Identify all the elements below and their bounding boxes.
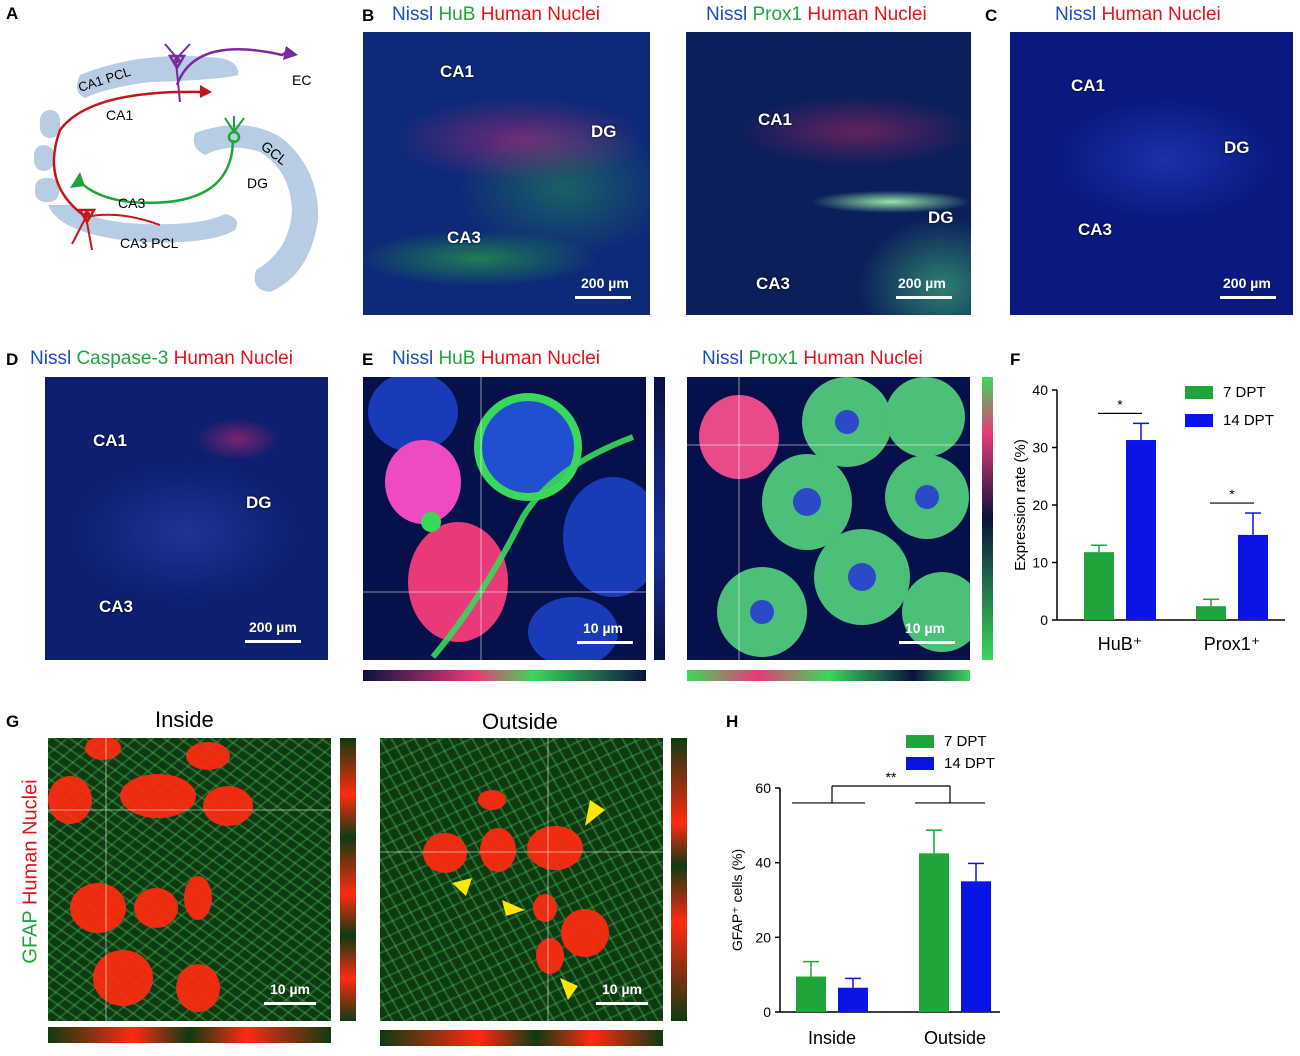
gfap-nuclei-side-label: GFAP Human Nuclei bbox=[19, 779, 42, 964]
category-label: HuB⁺ bbox=[1098, 634, 1143, 654]
ca3-pcl-layer bbox=[48, 205, 238, 243]
panel-label-a: A bbox=[6, 4, 19, 23]
bar-chart-f: 0 10 20 30 40 Expression rate (%) HuB⁺ Prox1⁺ 7 … bbox=[1012, 382, 1285, 654]
bar bbox=[1084, 552, 1114, 620]
bar bbox=[919, 853, 949, 1012]
y-tick-label: 20 bbox=[1032, 497, 1048, 513]
y-axis-label: Expression rate (%) bbox=[1012, 439, 1029, 571]
legend-swatch bbox=[1185, 386, 1213, 399]
ca1-pcl-layer bbox=[76, 56, 239, 98]
channel-legend-e-left: Nissl HuB Human Nuclei bbox=[392, 348, 601, 369]
channel-legend-c: Nissl Human Nuclei bbox=[1055, 4, 1221, 25]
legend-label: 7 DPT bbox=[1223, 384, 1266, 401]
title-outside: Outside bbox=[482, 709, 558, 734]
mossy-fiber bbox=[77, 139, 235, 205]
category-label: Outside bbox=[924, 1028, 986, 1048]
diagram-label: CA1 bbox=[106, 107, 133, 123]
panel-label-h: H bbox=[726, 712, 739, 731]
ca1-pcl-segment bbox=[40, 110, 60, 138]
panel-label-d: D bbox=[6, 350, 19, 369]
bar bbox=[961, 881, 991, 1012]
channel-legend-b-right: Nissl Prox1 Human Nuclei bbox=[706, 4, 927, 25]
orthogonal-view-g-inside-bottom bbox=[48, 1027, 331, 1043]
micrograph-b-left: CA1 DG CA3 200 µm bbox=[363, 32, 650, 315]
micrograph-d: CA1 DG CA3 200 µm bbox=[45, 377, 328, 660]
y-tick-label: 40 bbox=[755, 855, 771, 871]
legend-label: 14 DPT bbox=[1223, 412, 1274, 429]
orthogonal-view-g-outside-bottom bbox=[380, 1030, 663, 1046]
micrograph-g-inside: 10 µm bbox=[48, 738, 331, 1021]
channel-legend-e-right: Nissl Prox1 Human Nuclei bbox=[702, 348, 923, 369]
ca1-neuron bbox=[167, 54, 187, 71]
y-tick-label: 0 bbox=[763, 1004, 771, 1020]
category-label: Prox1⁺ bbox=[1204, 634, 1261, 654]
title-inside: Inside bbox=[155, 707, 214, 732]
channel-legend-d: Nissl Caspase-3 Human Nuclei bbox=[30, 348, 293, 369]
legend-label: 14 DPT bbox=[944, 755, 995, 772]
category-label: Inside bbox=[808, 1028, 856, 1048]
y-tick-label: 20 bbox=[755, 929, 771, 945]
y-axis-label: GFAP⁺ cells (%) bbox=[729, 849, 745, 951]
legend-swatch bbox=[1185, 414, 1213, 427]
panel-label-e: E bbox=[362, 350, 374, 369]
y-tick-label: 60 bbox=[755, 780, 771, 796]
diagram-label: CA3 PCL bbox=[120, 235, 179, 251]
legend-swatch bbox=[906, 735, 934, 748]
ca3-neuron bbox=[77, 208, 97, 225]
diagram-label: DG bbox=[247, 175, 268, 191]
orthogonal-view-g-inside-side bbox=[340, 738, 356, 1021]
bar bbox=[1238, 534, 1268, 620]
micrograph-c: CA1 DG CA3 200 µm bbox=[1010, 32, 1293, 315]
bar bbox=[796, 976, 826, 1012]
y-tick-label: 10 bbox=[1032, 555, 1048, 571]
panel-label-g: G bbox=[6, 712, 20, 731]
diagram-label: EC bbox=[292, 72, 311, 88]
channel-legend-b-left: Nissl HuB Human Nuclei bbox=[392, 4, 601, 25]
y-tick-label: 40 bbox=[1032, 382, 1048, 398]
significance-marker: ** bbox=[886, 769, 897, 785]
arrowhead-marker bbox=[585, 800, 605, 826]
bar bbox=[838, 987, 868, 1012]
arrowhead-marker bbox=[502, 900, 525, 916]
orthogonal-view-e-right-bottom bbox=[687, 670, 970, 681]
y-tick-label: 30 bbox=[1032, 440, 1048, 456]
gcl-layer bbox=[193, 125, 319, 292]
micrograph-e-right: 10 µm bbox=[687, 377, 970, 660]
micrograph-e-left: 10 µm bbox=[363, 377, 646, 660]
ca1-axon-to-ec bbox=[175, 48, 289, 86]
panel-label-f: F bbox=[1010, 350, 1021, 369]
panel-label-c: C bbox=[985, 6, 998, 25]
hippocampus-diagram: CA1 PCL CA1 EC GCL DG CA3 CA3 PCL bbox=[34, 43, 319, 292]
bar-chart-h: 0 20 40 60 GFAP⁺ cells (%) Inside Outside 7 DPT… bbox=[729, 733, 1000, 1048]
significance-marker: * bbox=[1229, 486, 1235, 502]
y-tick-label: 0 bbox=[1040, 612, 1048, 628]
ca3-schaffer-collateral bbox=[52, 90, 201, 219]
orthogonal-view-g-outside-side bbox=[671, 738, 687, 1021]
bar bbox=[1196, 606, 1226, 620]
diagram-label: CA3 bbox=[118, 195, 145, 211]
significance-marker: * bbox=[1117, 396, 1123, 412]
ca1-pcl-segment bbox=[35, 178, 59, 202]
orthogonal-view-e-right-side bbox=[982, 377, 993, 660]
legend-label: 7 DPT bbox=[944, 733, 987, 750]
micrograph-b-right: CA1 DG CA3 200 µm bbox=[686, 32, 971, 315]
ca1-pcl-segment bbox=[34, 145, 54, 171]
legend-swatch bbox=[906, 757, 934, 770]
orthogonal-view-e-left-side bbox=[654, 377, 665, 660]
arrowhead-marker bbox=[452, 878, 472, 896]
micrograph-g-outside: 10 µm bbox=[380, 738, 663, 1021]
orthogonal-view-e-left-bottom bbox=[363, 670, 646, 681]
bar bbox=[1126, 440, 1156, 620]
arrowhead-marker bbox=[560, 978, 578, 1000]
panel-label-b: B bbox=[362, 6, 375, 25]
